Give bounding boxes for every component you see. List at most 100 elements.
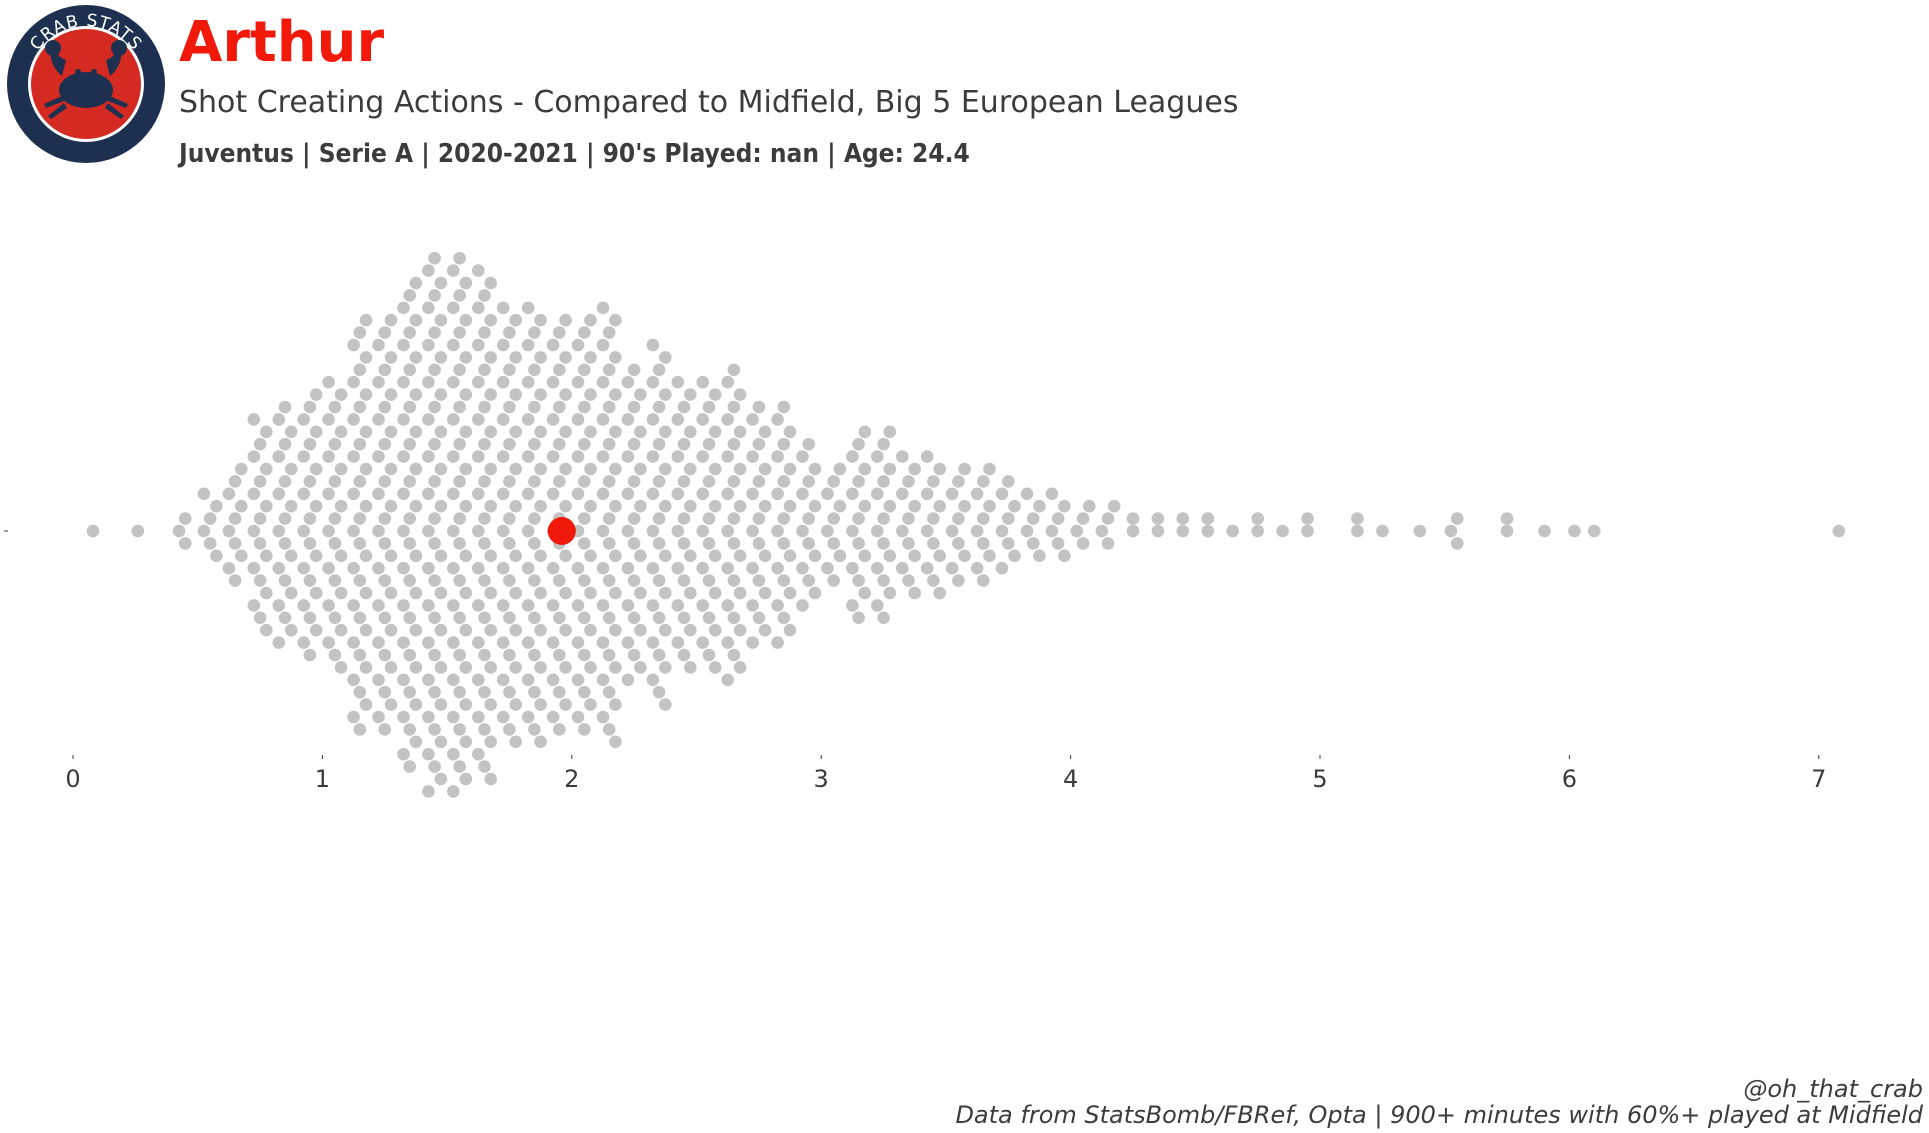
data-point <box>1126 512 1140 525</box>
data-point <box>528 648 541 662</box>
data-point <box>353 537 367 550</box>
data-point <box>353 363 367 377</box>
data-point <box>1500 512 1514 525</box>
data-point <box>621 673 635 687</box>
data-point <box>347 636 360 649</box>
data-point <box>1076 537 1090 550</box>
data-point <box>334 586 348 600</box>
data-point <box>920 487 934 501</box>
data-point <box>609 586 622 600</box>
data-point <box>708 623 722 637</box>
data-point <box>447 301 460 315</box>
data-point <box>428 400 441 414</box>
data-point <box>409 425 423 439</box>
data-point <box>397 413 410 426</box>
data-point <box>459 698 473 711</box>
data-point <box>559 499 572 513</box>
data-point <box>478 289 491 302</box>
beeswarm-chart: 0 1 2 3 4 5 6 7 <box>4 251 1846 798</box>
data-point <box>609 313 622 327</box>
data-point <box>1276 524 1289 538</box>
data-point <box>1450 512 1464 525</box>
data-point <box>646 599 660 612</box>
data-point <box>210 499 223 513</box>
data-point <box>733 661 747 674</box>
data-point <box>877 537 890 550</box>
data-point <box>484 388 498 401</box>
data-point <box>609 661 622 674</box>
data-point <box>447 747 460 761</box>
data-point <box>727 363 741 377</box>
data-point <box>808 549 822 563</box>
data-point <box>758 623 772 637</box>
data-point <box>334 388 348 401</box>
data-point <box>702 537 716 550</box>
data-point <box>228 475 242 488</box>
data-point <box>459 623 473 637</box>
data-point <box>1176 524 1190 538</box>
data-point <box>684 586 697 600</box>
data-point <box>733 549 747 563</box>
data-point <box>503 723 516 736</box>
data-point <box>447 487 460 501</box>
data-point <box>721 524 734 538</box>
data-point <box>403 437 417 451</box>
data-point <box>478 723 491 736</box>
data-point <box>284 425 298 439</box>
data-point <box>428 685 441 699</box>
data-point <box>503 400 516 414</box>
data-point <box>1226 524 1239 538</box>
data-point <box>484 586 498 600</box>
data-point <box>347 338 360 352</box>
data-point <box>378 400 392 414</box>
data-point <box>409 623 423 637</box>
data-point <box>952 537 965 550</box>
data-point <box>272 599 286 612</box>
data-point <box>359 462 373 476</box>
crab-stats-logo: CRAB STATS <box>7 5 165 163</box>
data-point <box>1095 524 1109 538</box>
data-point <box>578 648 591 662</box>
data-point <box>1051 537 1065 550</box>
data-point <box>472 561 485 575</box>
data-point <box>796 599 809 612</box>
data-point <box>422 301 435 315</box>
data-point <box>403 326 417 339</box>
data-point <box>871 487 884 501</box>
data-point <box>503 648 516 662</box>
data-point <box>546 599 560 612</box>
data-point <box>627 537 641 550</box>
data-point <box>453 611 466 625</box>
data-point <box>459 586 473 600</box>
data-point <box>578 685 591 699</box>
data-point <box>559 661 572 674</box>
data-point <box>509 586 522 600</box>
x-tick-label: 7 <box>1811 765 1826 793</box>
data-point <box>347 524 360 538</box>
data-point <box>472 450 485 463</box>
data-point <box>584 462 597 476</box>
data-point <box>503 437 516 451</box>
data-point <box>347 710 360 724</box>
data-point <box>503 475 516 488</box>
data-point <box>222 487 236 501</box>
data-point <box>1026 512 1040 525</box>
data-point <box>721 673 734 687</box>
data-point <box>496 524 510 538</box>
data-point <box>422 710 435 724</box>
data-point <box>422 673 435 687</box>
data-point <box>447 561 460 575</box>
data-point <box>1051 512 1065 525</box>
data-point <box>771 413 784 426</box>
data-point <box>1070 524 1084 538</box>
data-point <box>652 475 666 488</box>
data-point <box>297 599 311 612</box>
data-point <box>428 363 441 377</box>
data-point <box>459 735 473 749</box>
data-point <box>553 437 566 451</box>
data-point <box>447 264 460 277</box>
data-point <box>428 648 441 662</box>
data-point <box>1020 487 1034 501</box>
data-point <box>958 499 971 513</box>
data-point <box>602 363 616 377</box>
